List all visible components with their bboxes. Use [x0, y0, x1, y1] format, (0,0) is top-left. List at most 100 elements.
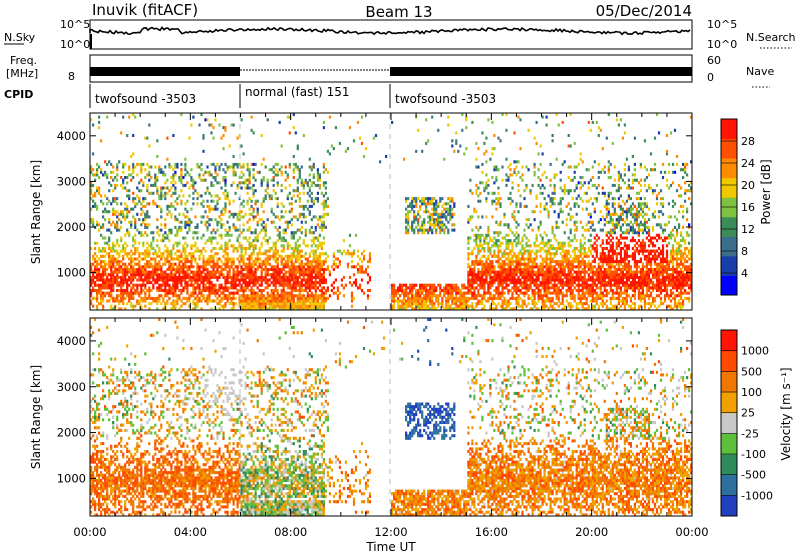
- power-cell: [254, 307, 257, 311]
- power-cell: [204, 286, 207, 290]
- power-cell: [216, 202, 219, 206]
- power-cell: [415, 291, 418, 295]
- power-cell: [555, 225, 558, 229]
- power-cell: [92, 281, 95, 285]
- power-cell: [262, 197, 265, 201]
- power-cell: [106, 202, 109, 206]
- power-cell: [312, 176, 315, 180]
- power-cell: [439, 302, 442, 306]
- power-cell: [517, 115, 520, 119]
- power-cell: [262, 278, 265, 282]
- power-cell: [314, 215, 317, 219]
- power-cell: [463, 299, 466, 303]
- power-cell: [136, 194, 139, 198]
- power-cell: [334, 291, 337, 295]
- power-cell: [262, 225, 265, 229]
- power-cell: [555, 302, 558, 306]
- power-cell: [98, 228, 101, 232]
- power-cell: [186, 281, 189, 285]
- power-cell: [126, 212, 129, 216]
- power-cell: [248, 197, 251, 201]
- power-cell: [519, 249, 522, 253]
- power-cell: [479, 270, 482, 274]
- power-cell: [192, 294, 195, 298]
- power-cell: [232, 244, 235, 248]
- power-cell: [104, 262, 107, 266]
- power-cell: [513, 268, 516, 272]
- power-cell: [523, 270, 526, 274]
- power-cell: [523, 262, 526, 266]
- power-cell: [134, 252, 137, 256]
- power-cell: [515, 244, 518, 248]
- power-cell: [148, 252, 151, 256]
- power-cell: [278, 218, 281, 222]
- power-cell: [194, 278, 197, 282]
- power-cell: [114, 199, 117, 203]
- power-cell: [521, 252, 524, 256]
- power-cell: [505, 247, 508, 251]
- power-cell: [304, 233, 307, 237]
- power-cell: [433, 220, 436, 224]
- power-cell: [445, 299, 448, 303]
- power-cell: [172, 273, 175, 277]
- power-cell: [473, 294, 476, 298]
- power-cell: [112, 207, 115, 211]
- power-cell: [372, 136, 376, 140]
- power-cell: [413, 215, 416, 219]
- power-cell: [180, 304, 183, 308]
- power-cell: [292, 247, 295, 251]
- power-cell: [282, 289, 285, 293]
- power-cell: [300, 302, 303, 306]
- power-cell: [224, 262, 227, 266]
- power-cell: [290, 294, 293, 298]
- power-cell: [497, 278, 500, 282]
- power-cell: [517, 299, 520, 303]
- power-cell: [537, 291, 540, 295]
- power-cell: [184, 247, 187, 251]
- power-cell: [312, 281, 315, 285]
- power-cell: [543, 291, 546, 295]
- power-cell: [485, 199, 488, 203]
- power-cell: [360, 260, 364, 264]
- power-cell: [286, 173, 289, 177]
- power-cell: [312, 286, 315, 290]
- power-cell: [148, 244, 151, 248]
- power-cell: [142, 281, 145, 285]
- power-cell: [260, 202, 263, 206]
- power-cell: [519, 260, 522, 264]
- power-cell: [272, 299, 275, 303]
- power-cell: [541, 270, 544, 274]
- power-cell: [489, 270, 492, 274]
- power-cell: [477, 299, 480, 303]
- power-cell: [258, 299, 261, 303]
- power-cell: [523, 283, 526, 287]
- power-cell: [230, 283, 233, 287]
- power-cell: [274, 302, 277, 306]
- power-cell: [228, 273, 231, 277]
- power-cell: [148, 281, 151, 285]
- power-cell: [166, 254, 169, 258]
- power-cell: [320, 247, 323, 251]
- power-cell: [162, 307, 165, 311]
- power-cell: [184, 275, 187, 279]
- power-cell: [409, 283, 412, 287]
- power-cell: [535, 291, 538, 295]
- power-cell: [475, 260, 478, 264]
- power-cell: [234, 270, 237, 274]
- power-cell: [102, 273, 105, 277]
- power-cell: [268, 257, 271, 261]
- power-cell: [439, 231, 442, 235]
- power-cell: [208, 191, 211, 195]
- power-cell: [126, 265, 129, 269]
- power-cell: [320, 241, 323, 245]
- power-cell: [128, 283, 131, 287]
- power-cell: [501, 307, 504, 311]
- power-cell: [336, 289, 339, 293]
- power-cell: [280, 165, 283, 169]
- power-cell: [314, 270, 317, 274]
- power-cell: [246, 307, 249, 311]
- power-cell: [485, 275, 488, 279]
- power-cell: [477, 233, 480, 237]
- power-cell: [461, 291, 464, 295]
- power-cell: [411, 283, 414, 287]
